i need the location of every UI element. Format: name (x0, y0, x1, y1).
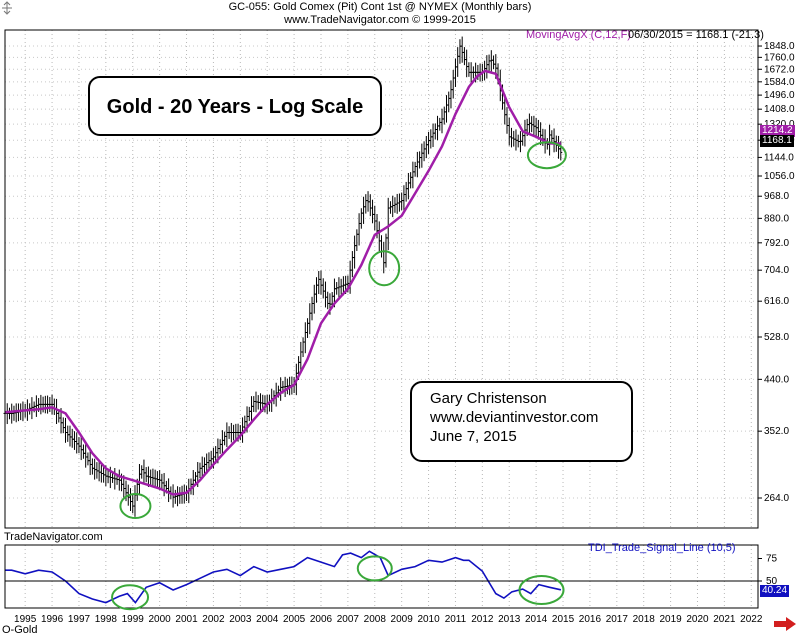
indicator-panel (5, 550, 562, 604)
x-tick-label: 2002 (202, 614, 225, 625)
moving-average (4, 69, 561, 496)
y-tick-label: 704.0 (764, 265, 789, 276)
y-tick-label: 1056.0 (764, 171, 795, 182)
y-tick-label: 1584.0 (764, 77, 795, 88)
y-tick-label: 616.0 (764, 296, 789, 307)
title-annotation-box: Gold - 20 Years - Log Scale (88, 76, 382, 136)
y-tick-label: 264.0 (764, 493, 789, 504)
y-tick-label: 880.0 (764, 213, 789, 224)
x-tick-label: 2022 (740, 614, 763, 625)
x-tick-label: 2000 (149, 614, 172, 625)
y-tick-label: 1496.0 (764, 90, 795, 101)
x-tick-label: 2011 (445, 614, 467, 625)
indicator-tick-label: 75 (766, 554, 778, 565)
x-tick-label: 2009 (391, 614, 414, 625)
y-tick-label: 792.0 (764, 238, 789, 249)
x-tick-label: 1997 (68, 614, 91, 625)
y-tick-label: 1408.0 (764, 104, 795, 115)
y-tick-label: 1672.0 (764, 64, 795, 75)
price-panel-frame (4, 29, 759, 529)
x-tick-label: 2013 (498, 614, 521, 625)
x-tick-label: 1996 (41, 614, 64, 625)
x-tick-label: 1999 (122, 614, 145, 625)
x-tick-label: 2016 (579, 614, 602, 625)
x-tick-label: 2010 (417, 614, 440, 625)
indicator-highlight-circle (111, 584, 150, 611)
x-tick-label: 2014 (525, 614, 548, 625)
y-tick-label: 1848.0 (764, 41, 795, 52)
author-site: www.deviantinvestor.com (430, 409, 599, 426)
ma-label: MovingAvgX (C,12,F) (526, 29, 631, 41)
x-tick-label: 1998 (95, 614, 118, 625)
author-name: Gary Christenson (430, 390, 547, 407)
last-price-badge: 1168.1 (760, 135, 794, 147)
title-annotation: Gold - 20 Years - Log Scale (106, 96, 364, 118)
author-annotation-box: Gary Christenson www.deviantinvestor.com… (410, 381, 633, 462)
moving-average-line (4, 69, 561, 496)
indicator-highlight-circle (518, 575, 565, 605)
watermark: TradeNavigator.com (4, 531, 103, 543)
x-tick-label: 2007 (337, 614, 360, 625)
x-tick-label: 2001 (175, 614, 198, 625)
highlight-circle (119, 493, 152, 520)
x-tick-label: 2003 (229, 614, 252, 625)
indicator-label: TDI_Trade_Signal_Line (10,5) (588, 542, 736, 554)
y-tick-label: 528.0 (764, 332, 789, 343)
x-tick-label: 2004 (256, 614, 279, 625)
author-date: June 7, 2015 (430, 428, 517, 445)
chart-header-title: GC-055: Gold Comex (Pit) Cont 1st @ NYME… (228, 1, 532, 13)
highlight-circle (526, 141, 567, 170)
x-tick-label: 2017 (606, 614, 629, 625)
x-tick-label: 2005 (283, 614, 306, 625)
indicator-panel-frame (4, 544, 759, 609)
x-tick-label: 2012 (471, 614, 494, 625)
x-tick-label: 2019 (659, 614, 682, 625)
x-tick-label: 2020 (686, 614, 709, 625)
highlight-circle (368, 250, 401, 287)
indicator-last-badge: 40.24 (760, 585, 790, 597)
ma-last-badge: 1214.2 (760, 125, 795, 137)
y-tick-label: 968.0 (764, 191, 789, 202)
x-tick-label: 2015 (552, 614, 575, 625)
price-bars (3, 36, 563, 517)
x-tick-label: 2018 (633, 614, 656, 625)
x-tick-label: 2006 (310, 614, 333, 625)
x-tick-label: 1995 (14, 614, 37, 625)
x-tick-label: 2008 (364, 614, 387, 625)
scroll-right-arrow (774, 617, 796, 631)
y-tick-label: 1760.0 (764, 52, 795, 63)
indicator-line (5, 550, 562, 604)
y-tick-label: 440.0 (764, 374, 789, 385)
highlight-circles (111, 141, 567, 611)
footer-label: O-Gold (2, 624, 38, 636)
indicator-highlight-circle (356, 555, 393, 582)
y-tick-label: 352.0 (764, 426, 789, 437)
indicator-tick-label: 50 (766, 576, 778, 587)
ma-readout: 06/30/2015 = 1168.1 (-21.3) (628, 29, 764, 41)
x-tick-label: 2021 (713, 614, 736, 625)
chart-header-copyright: www.TradeNavigator.com © 1999-2015 (284, 14, 476, 26)
y-tick-label: 1144.0 (764, 152, 794, 163)
pan-icon (2, 1, 12, 15)
